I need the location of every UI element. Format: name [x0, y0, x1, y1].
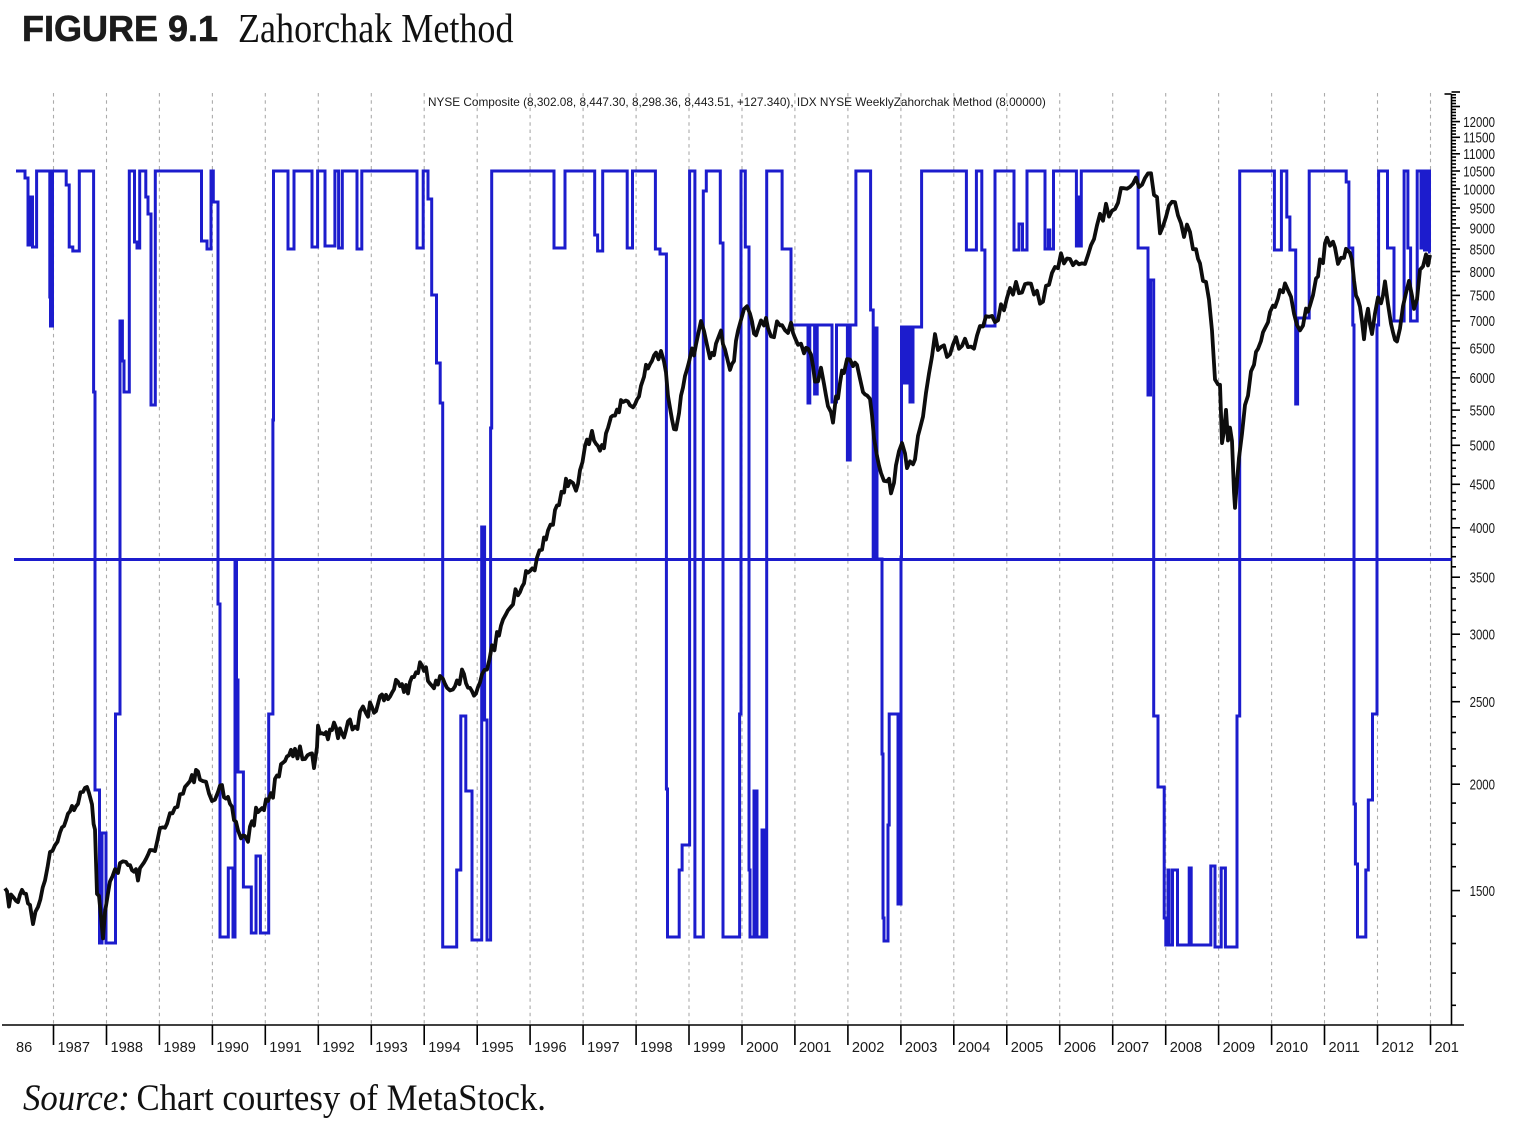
svg-text:2010: 2010: [1276, 1040, 1308, 1056]
svg-text:2012: 2012: [1382, 1040, 1414, 1056]
svg-text:5500: 5500: [1470, 402, 1495, 419]
svg-text:7500: 7500: [1470, 288, 1495, 305]
svg-text:9500: 9500: [1470, 200, 1495, 217]
svg-text:1987: 1987: [58, 1040, 90, 1056]
svg-text:11000: 11000: [1463, 146, 1495, 163]
svg-text:2011: 2011: [1329, 1040, 1360, 1056]
svg-text:11500: 11500: [1463, 130, 1495, 147]
svg-text:10500: 10500: [1463, 163, 1495, 180]
svg-text:2003: 2003: [905, 1040, 937, 1056]
svg-text:2002: 2002: [852, 1040, 884, 1056]
svg-text:2009: 2009: [1223, 1040, 1255, 1056]
svg-text:3000: 3000: [1470, 627, 1495, 644]
svg-text:4000: 4000: [1470, 520, 1495, 537]
svg-text:1993: 1993: [375, 1040, 407, 1056]
svg-text:NYSE Composite (8,302.08, 8,44: NYSE Composite (8,302.08, 8,447.30, 8,29…: [428, 95, 1046, 109]
svg-text:1999: 1999: [693, 1040, 725, 1056]
svg-text:1998: 1998: [640, 1040, 672, 1056]
svg-text:86: 86: [16, 1040, 32, 1056]
svg-text:1995: 1995: [481, 1040, 513, 1056]
svg-text:2004: 2004: [958, 1040, 990, 1056]
svg-text:8000: 8000: [1470, 264, 1495, 281]
svg-text:2007: 2007: [1117, 1040, 1149, 1056]
svg-text:1988: 1988: [111, 1040, 143, 1056]
svg-text:12000: 12000: [1463, 114, 1495, 131]
svg-text:1990: 1990: [216, 1040, 248, 1056]
svg-text:2500: 2500: [1470, 694, 1495, 711]
svg-text:1989: 1989: [163, 1040, 195, 1056]
svg-text:9000: 9000: [1470, 220, 1495, 237]
svg-text:1996: 1996: [534, 1040, 566, 1056]
svg-text:201: 201: [1435, 1040, 1459, 1056]
svg-text:6500: 6500: [1470, 341, 1495, 358]
svg-text:2000: 2000: [746, 1040, 778, 1056]
svg-text:5000: 5000: [1470, 438, 1495, 455]
svg-text:7000: 7000: [1470, 313, 1495, 330]
svg-text:10000: 10000: [1463, 181, 1495, 198]
svg-text:1997: 1997: [587, 1040, 619, 1056]
svg-text:1994: 1994: [428, 1040, 460, 1056]
svg-text:8500: 8500: [1470, 241, 1495, 258]
svg-text:2008: 2008: [1170, 1040, 1202, 1056]
svg-text:4500: 4500: [1470, 477, 1495, 494]
svg-text:2001: 2001: [799, 1040, 831, 1056]
svg-text:3500: 3500: [1470, 570, 1495, 587]
svg-text:6000: 6000: [1470, 370, 1495, 387]
svg-text:1991: 1991: [269, 1040, 301, 1056]
svg-text:2000: 2000: [1470, 777, 1495, 794]
svg-text:1500: 1500: [1470, 883, 1495, 900]
svg-text:1992: 1992: [322, 1040, 354, 1056]
svg-text:2006: 2006: [1064, 1040, 1096, 1056]
svg-text:2005: 2005: [1011, 1040, 1043, 1056]
